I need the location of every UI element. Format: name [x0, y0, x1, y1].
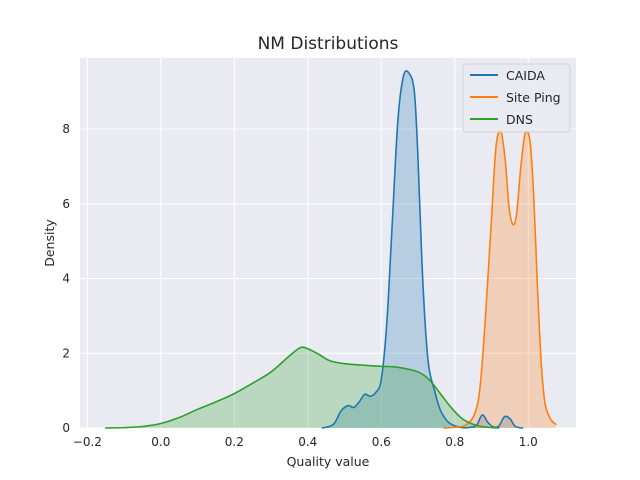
x-axis-label: Quality value [287, 454, 370, 469]
x-tick-labels: −0.2 0.0 0.2 0.4 0.6 0.8 1.0 [73, 435, 538, 449]
y-tick-label: 6 [62, 197, 70, 211]
density-area-dns [105, 347, 499, 428]
density-line-caida [321, 70, 524, 429]
density-line-dns [104, 346, 500, 429]
x-tick-label: 0.2 [225, 435, 244, 449]
x-tick-label: 0.8 [445, 435, 464, 449]
chart-title: NM Distributions [258, 34, 399, 54]
legend: CAIDA Site Ping DNS [462, 63, 571, 133]
y-tick-label: 4 [62, 272, 70, 286]
density-fills [105, 70, 556, 429]
legend-label-caida: CAIDA [506, 68, 545, 83]
legend-label-site-ping: Site Ping [506, 90, 561, 105]
x-tick-label: 1.0 [519, 435, 538, 449]
y-axis-label: Density [42, 219, 57, 267]
y-tick-label: 2 [62, 346, 70, 360]
density-area-caida [322, 70, 523, 429]
x-tick-label: 0.0 [151, 435, 170, 449]
density-lines [104, 70, 557, 429]
y-tick-label: 8 [62, 122, 70, 136]
x-tick-label: 0.6 [372, 435, 391, 449]
legend-box [462, 63, 571, 133]
y-tick-label: 0 [62, 421, 70, 435]
density-line-site-ping [442, 129, 557, 429]
y-tick-labels: 0 2 4 6 8 [62, 122, 70, 435]
x-tick-label: 0.4 [298, 435, 317, 449]
density-area-site-ping [443, 130, 556, 428]
legend-label-dns: DNS [506, 112, 533, 127]
x-tick-label: −0.2 [73, 435, 102, 449]
